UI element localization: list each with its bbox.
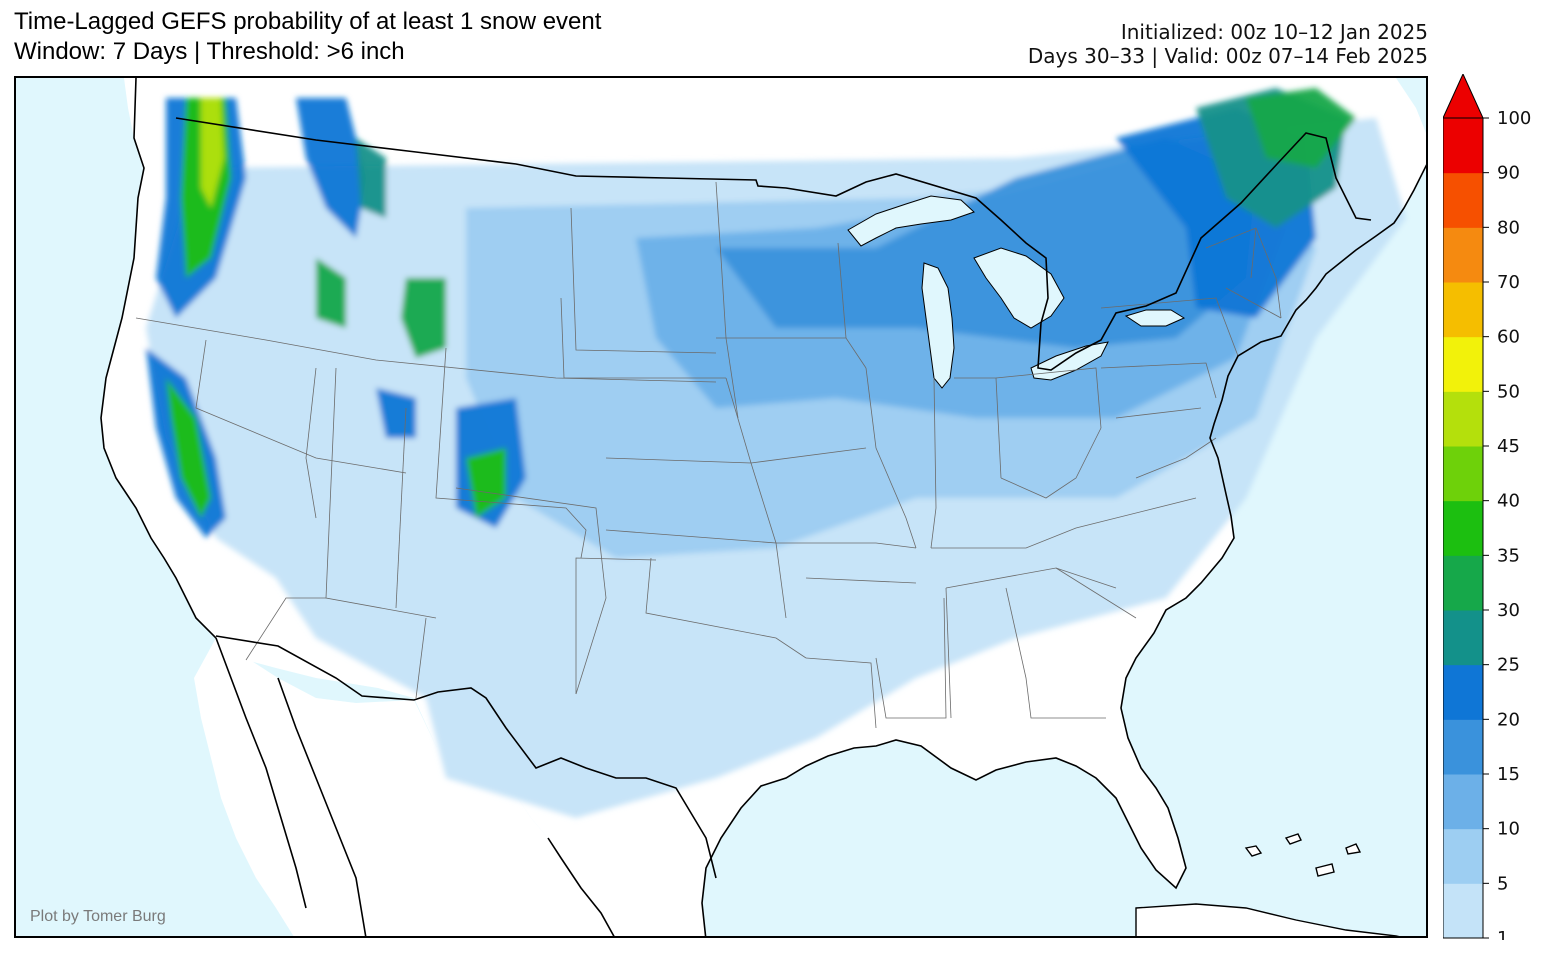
lake-huron	[973, 247, 1065, 329]
plot-credit: Plot by Tomer Burg	[30, 908, 166, 925]
colorbar-tick-label: 100	[1497, 108, 1531, 129]
cuba	[1135, 903, 1400, 936]
colorbar-segment	[1443, 282, 1483, 338]
colorbar-tick-label: 30	[1497, 600, 1520, 621]
probability-contour-region	[356, 138, 386, 218]
colorbar-tick-label: 15	[1497, 764, 1520, 785]
colorbar-segment	[1443, 500, 1483, 556]
colorbar-tick-label: 35	[1497, 545, 1520, 566]
mexico-land	[194, 638, 614, 936]
probability-contour-region	[166, 378, 211, 518]
bahamas-3	[1315, 863, 1335, 877]
colorbar-segment	[1443, 610, 1483, 666]
us-canada-border	[175, 117, 1372, 371]
colorbar-segment	[1443, 828, 1483, 884]
colorbar-tick-label: 10	[1497, 819, 1520, 840]
colorbar-segment	[1443, 774, 1483, 830]
bahamas-4	[1345, 843, 1362, 855]
colorbar-segment	[1443, 118, 1483, 174]
colorbar-tick-label: 60	[1497, 327, 1520, 348]
probability-contour-region	[316, 258, 346, 328]
probability-shading	[146, 88, 1406, 818]
valid-time-text: Days 30–33 | Valid: 00z 07–14 Feb 2025	[1027, 44, 1428, 68]
title-line-2: Window: 7 Days | Threshold: >6 inch	[14, 38, 405, 65]
colorbar-tick-label: 20	[1497, 709, 1520, 730]
coastline	[100, 78, 1426, 936]
lake-michigan	[921, 262, 955, 389]
colorbar-segment	[1443, 719, 1483, 775]
map-svg	[16, 78, 1426, 936]
map-panel	[14, 76, 1428, 938]
colorbar-tick-label: 5	[1497, 873, 1508, 894]
initialized-text: Initialized: 00z 10–12 Jan 2025	[1120, 20, 1428, 44]
state-borders	[135, 181, 1282, 729]
colorbar-segments	[1443, 74, 1484, 939]
colorbar-tick-label: 50	[1497, 381, 1520, 402]
baja-peninsula	[196, 638, 306, 908]
national-borders	[175, 117, 1372, 879]
colorbar-segment	[1443, 336, 1483, 392]
colorbar-tick-label: 1	[1497, 928, 1508, 940]
colorbar-tick-label: 90	[1497, 163, 1520, 184]
probability-contour-region	[376, 388, 416, 438]
caribbean-islands	[1135, 833, 1400, 936]
colorbar-tick-label: 80	[1497, 217, 1520, 238]
colorbar-segment	[1443, 227, 1483, 283]
bahamas-2	[1284, 833, 1302, 845]
colorbar-segment	[1443, 664, 1483, 720]
lake-superior	[847, 195, 975, 247]
probability-contour-region	[201, 98, 224, 208]
colorbar-segment	[1443, 883, 1483, 939]
probability-contour-region	[296, 98, 366, 238]
bahamas-1	[1244, 845, 1263, 857]
colorbar-tick-label: 45	[1497, 436, 1520, 457]
colorbar-tick-label: 70	[1497, 272, 1520, 293]
colorbar-outline	[1443, 118, 1484, 939]
lake-ontario	[1124, 309, 1186, 327]
probability-contour-region	[401, 278, 446, 358]
great-lakes	[847, 195, 1186, 389]
colorbar-segment	[1443, 555, 1483, 611]
us-mexico-border	[215, 635, 717, 879]
colorbar-segment	[1443, 446, 1483, 502]
title-line-1: Time-Lagged GEFS probability of at least…	[14, 8, 602, 35]
colorbar-extend-arrow	[1443, 74, 1484, 119]
probability-contour-region	[716, 138, 1256, 348]
probability-contour-region	[466, 448, 506, 518]
colorbar-segment	[1443, 172, 1483, 228]
colorbar-tick-label: 25	[1497, 655, 1520, 676]
colorbar-segment	[1443, 391, 1483, 447]
colorbar-tick-label: 40	[1497, 491, 1520, 512]
